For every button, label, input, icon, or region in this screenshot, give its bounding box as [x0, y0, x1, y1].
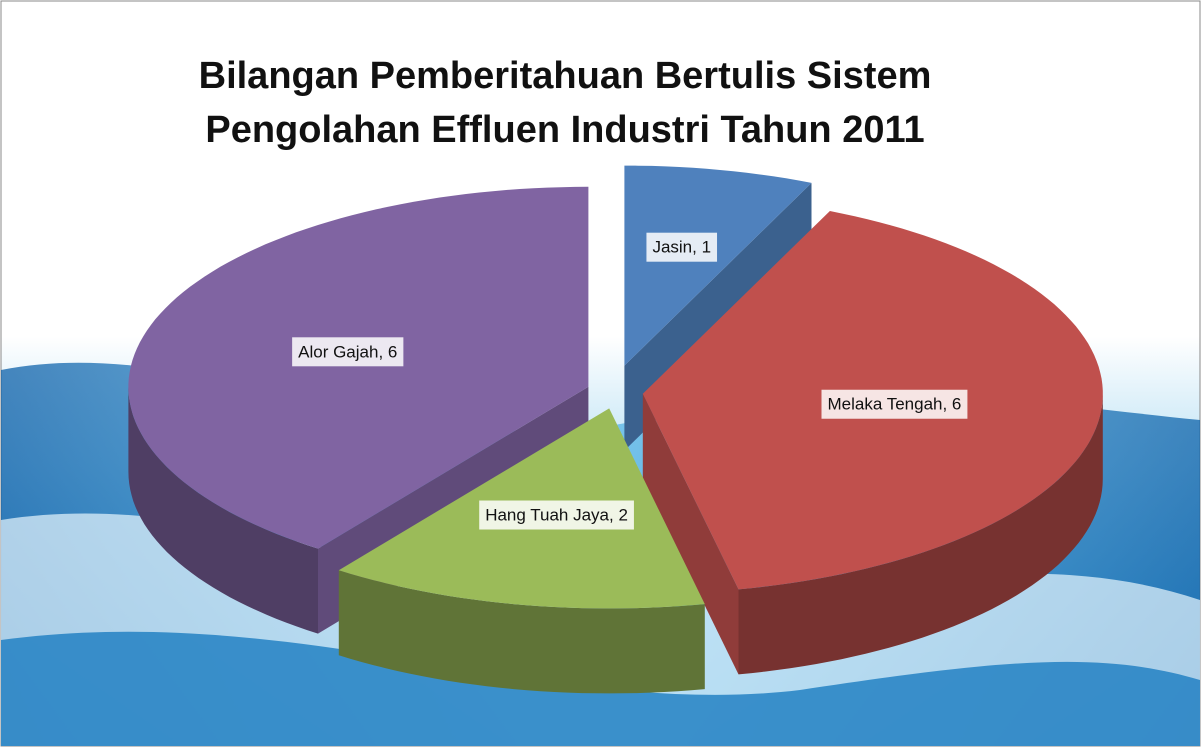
slice-wall — [642, 393, 739, 675]
data-label-box — [292, 337, 404, 367]
chart-title: Pengolahan Effluen Industri Tahun 2011 — [205, 109, 924, 151]
data-label: Melaka Tengah, 6 — [828, 395, 962, 414]
data-label: Hang Tuah Jaya, 2 — [485, 506, 628, 525]
data-label: Jasin, 1 — [652, 238, 711, 257]
slice-side — [738, 393, 1103, 675]
data-label-box — [821, 389, 968, 419]
slice-side — [338, 570, 705, 694]
slice-top — [624, 165, 812, 366]
slice-side — [128, 386, 318, 634]
data-label-box — [646, 232, 718, 262]
slice-top — [128, 186, 589, 549]
chart-title: Bilangan Pemberitahuan Bertulis Sistem — [199, 55, 932, 97]
data-label: Alor Gajah, 6 — [298, 342, 397, 361]
data-label-box — [479, 500, 634, 530]
